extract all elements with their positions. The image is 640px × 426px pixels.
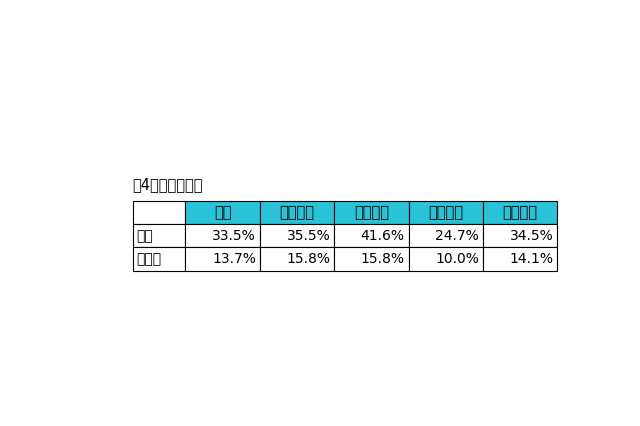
Bar [483,225,557,248]
Bar [408,201,483,225]
Text: 14.1%: 14.1% [509,252,554,266]
Text: 前年比: 前年比 [136,252,162,266]
Text: 10.0%: 10.0% [435,252,479,266]
Bar [132,225,186,248]
Bar [408,248,483,271]
Bar [132,201,186,225]
Text: 13.7%: 13.7% [212,252,256,266]
Text: 全体: 全体 [214,205,231,220]
Bar [483,248,557,271]
Text: 理系女子: 理系女子 [502,205,538,220]
Bar [186,248,260,271]
Text: 文系女子: 文系女子 [428,205,463,220]
Text: 、4月内々定率】: 、4月内々定率】 [132,177,204,192]
Bar [334,225,408,248]
Text: 33.5%: 33.5% [212,229,256,243]
Bar [483,201,557,225]
Bar [260,225,334,248]
Bar [186,201,260,225]
Bar [186,225,260,248]
Text: 35.5%: 35.5% [287,229,330,243]
Text: 15.8%: 15.8% [286,252,330,266]
Bar [334,248,408,271]
Bar [334,201,408,225]
Text: 理系男子: 理系男子 [354,205,389,220]
Text: 24.7%: 24.7% [435,229,479,243]
Bar [408,225,483,248]
Text: 41.6%: 41.6% [361,229,404,243]
Bar [260,201,334,225]
Text: 15.8%: 15.8% [361,252,404,266]
Bar [260,248,334,271]
Text: 34.5%: 34.5% [510,229,554,243]
Text: はい: はい [136,229,154,243]
Bar [132,248,186,271]
Text: 文系男子: 文系男子 [280,205,314,220]
